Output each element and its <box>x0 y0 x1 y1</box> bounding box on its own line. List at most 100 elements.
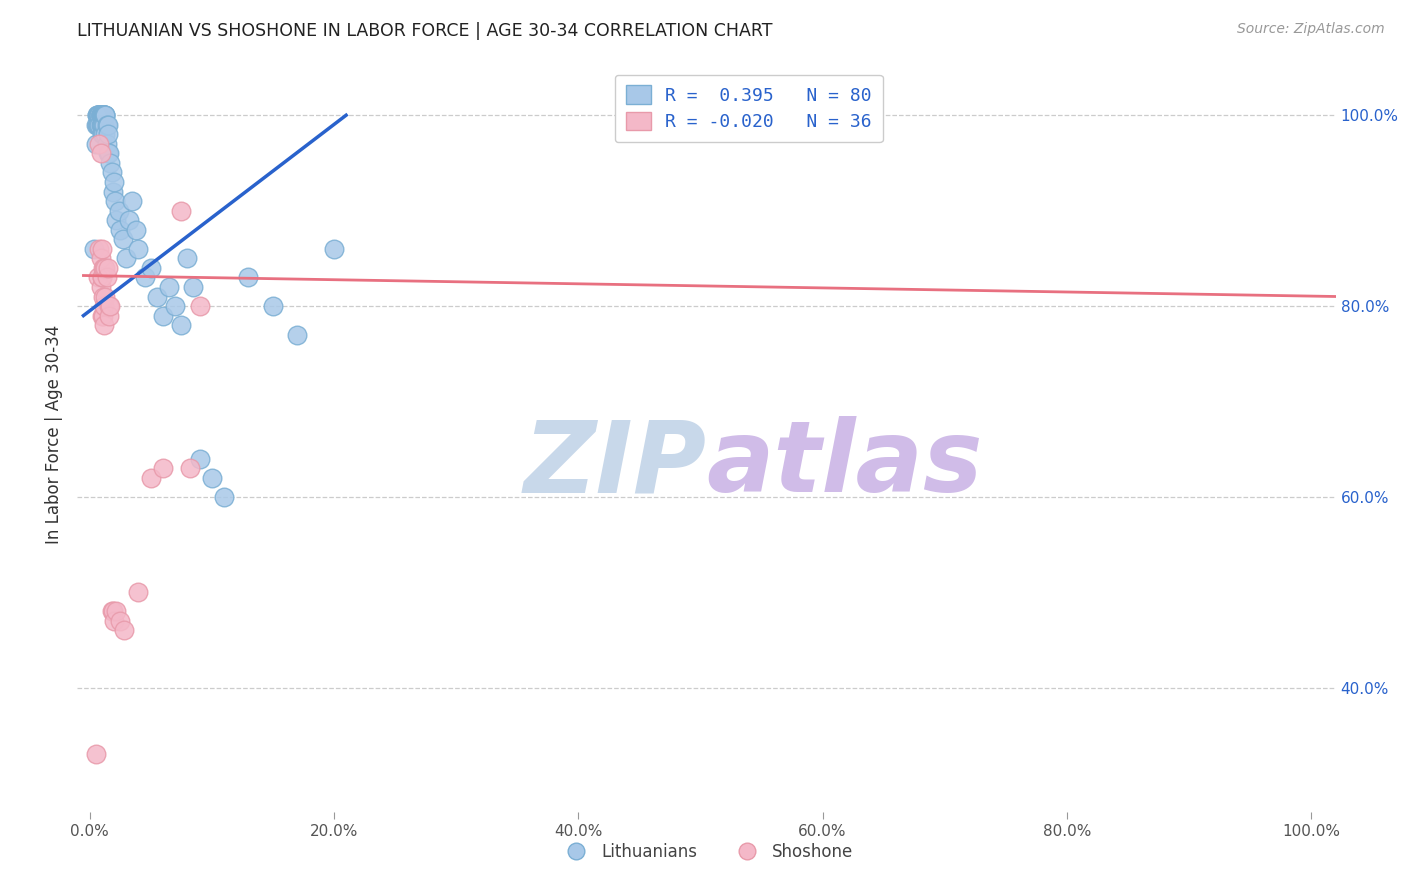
Point <box>90 108 112 122</box>
Point <box>90 108 112 122</box>
Point <box>103 614 125 628</box>
Point <box>97 146 120 161</box>
Point <box>87 270 110 285</box>
Point <box>91 260 114 275</box>
Text: ZIP: ZIP <box>523 417 707 514</box>
Point <box>93 260 115 275</box>
Point <box>238 270 260 285</box>
Point <box>108 223 131 237</box>
Point <box>139 471 162 485</box>
Point <box>87 118 110 132</box>
Point <box>91 309 114 323</box>
Point <box>91 289 114 303</box>
Y-axis label: In Labor Force | Age 30-34: In Labor Force | Age 30-34 <box>45 326 63 544</box>
Point <box>98 299 121 313</box>
Point <box>93 118 115 132</box>
Point <box>84 747 107 762</box>
Point <box>90 252 112 266</box>
Point <box>90 128 112 142</box>
Point <box>157 280 180 294</box>
Point <box>94 260 117 275</box>
Point <box>91 108 114 122</box>
Point <box>188 451 211 466</box>
Text: Source: ZipAtlas.com: Source: ZipAtlas.com <box>1237 22 1385 37</box>
Point <box>90 242 112 256</box>
Point <box>91 128 114 142</box>
Point <box>108 203 131 218</box>
Text: atlas: atlas <box>707 417 983 514</box>
Point <box>127 585 149 599</box>
Point <box>90 118 112 132</box>
Point <box>96 270 118 285</box>
Point <box>94 108 117 122</box>
Point <box>98 299 121 313</box>
Point <box>111 232 134 246</box>
Point <box>103 175 125 189</box>
Point <box>90 108 112 122</box>
Point <box>101 604 124 618</box>
Point <box>90 108 112 122</box>
Point <box>90 108 112 122</box>
Point <box>90 118 112 132</box>
Point <box>98 146 121 161</box>
Point <box>94 108 117 122</box>
Point <box>94 128 117 142</box>
Point <box>322 242 344 256</box>
Point <box>90 309 112 323</box>
Point <box>90 270 112 285</box>
Point <box>105 604 128 618</box>
Point <box>98 309 121 323</box>
Point <box>134 270 156 285</box>
Point <box>125 223 148 237</box>
Point <box>201 471 224 485</box>
Point <box>117 213 139 227</box>
Point <box>90 108 112 122</box>
Point <box>96 136 118 151</box>
Point <box>91 108 114 122</box>
Point <box>89 108 111 122</box>
Point <box>170 318 193 332</box>
Point <box>152 461 174 475</box>
Point <box>93 108 115 122</box>
Point <box>86 108 108 122</box>
Point <box>83 242 105 256</box>
Point <box>89 118 111 132</box>
Point <box>98 156 121 170</box>
Point <box>87 108 110 122</box>
Point <box>127 242 149 256</box>
Point <box>87 108 110 122</box>
Point <box>89 108 111 122</box>
Point <box>121 194 143 208</box>
Point <box>188 299 211 313</box>
Point <box>97 118 120 132</box>
Point <box>90 108 112 122</box>
Point <box>285 327 308 342</box>
Point <box>93 108 115 122</box>
Point <box>104 194 127 208</box>
Text: LITHUANIAN VS SHOSHONE IN LABOR FORCE | AGE 30-34 CORRELATION CHART: LITHUANIAN VS SHOSHONE IN LABOR FORCE | … <box>77 22 773 40</box>
Point <box>101 185 124 199</box>
Point <box>145 289 167 303</box>
Point <box>93 318 115 332</box>
Point <box>84 118 107 132</box>
Point <box>115 252 138 266</box>
Point <box>90 108 112 122</box>
Point <box>165 299 187 313</box>
Point <box>90 108 112 122</box>
Point <box>93 108 115 122</box>
Point <box>90 108 112 122</box>
Point <box>89 242 111 256</box>
Point <box>170 203 193 218</box>
Point <box>96 118 118 132</box>
Point <box>108 614 131 628</box>
Point <box>105 213 128 227</box>
Point <box>90 108 112 122</box>
Point <box>262 299 284 313</box>
Point <box>91 108 114 122</box>
Point <box>86 108 108 122</box>
Point <box>91 118 114 132</box>
Point <box>93 299 115 313</box>
Point <box>100 165 122 179</box>
Point <box>212 490 235 504</box>
Point <box>89 108 111 122</box>
